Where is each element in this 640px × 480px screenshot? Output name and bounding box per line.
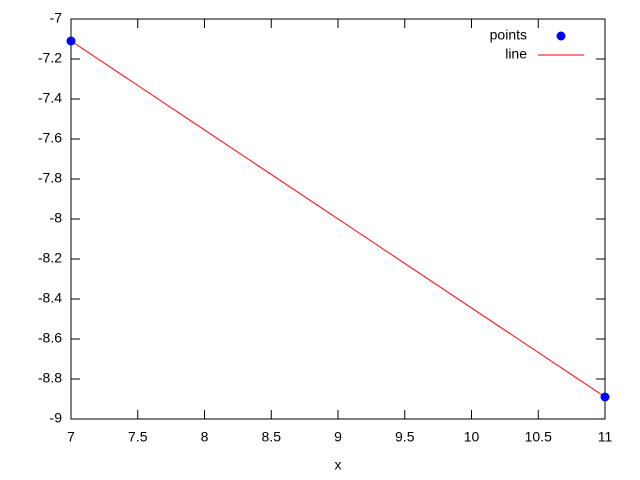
x-tick-label: 10.5: [525, 429, 552, 445]
x-tick-label: 8.5: [262, 429, 282, 445]
y-tick-label: -8.8: [38, 370, 62, 386]
legend-label: points: [490, 27, 527, 43]
x-axis-label: x: [335, 457, 342, 473]
y-tick-label: -8.4: [38, 290, 62, 306]
y-tick-label: -7.6: [38, 130, 62, 146]
legend-label: line: [505, 46, 527, 62]
y-tick-label: -7.8: [38, 170, 62, 186]
x-tick-label: 10: [464, 429, 480, 445]
data-point: [66, 36, 76, 46]
y-tick-label: -8.2: [38, 250, 62, 266]
y-tick-label: -8: [50, 210, 63, 226]
y-tick-label: -7.2: [38, 50, 62, 66]
y-tick-label: -7: [50, 10, 63, 26]
x-tick-label: 7: [67, 429, 75, 445]
x-tick-label: 8: [201, 429, 209, 445]
data-line: [70, 40, 606, 398]
x-tick-label: 7.5: [128, 429, 148, 445]
y-tick-label: -7.4: [38, 90, 62, 106]
x-tick-label: 9: [334, 429, 342, 445]
data-point: [600, 392, 610, 402]
legend-marker: [556, 31, 566, 41]
x-tick-label: 11: [598, 429, 613, 445]
x-tick-label: 9.5: [395, 429, 415, 445]
y-tick-label: -9: [50, 410, 63, 426]
y-tick-label: -8.6: [38, 330, 62, 346]
